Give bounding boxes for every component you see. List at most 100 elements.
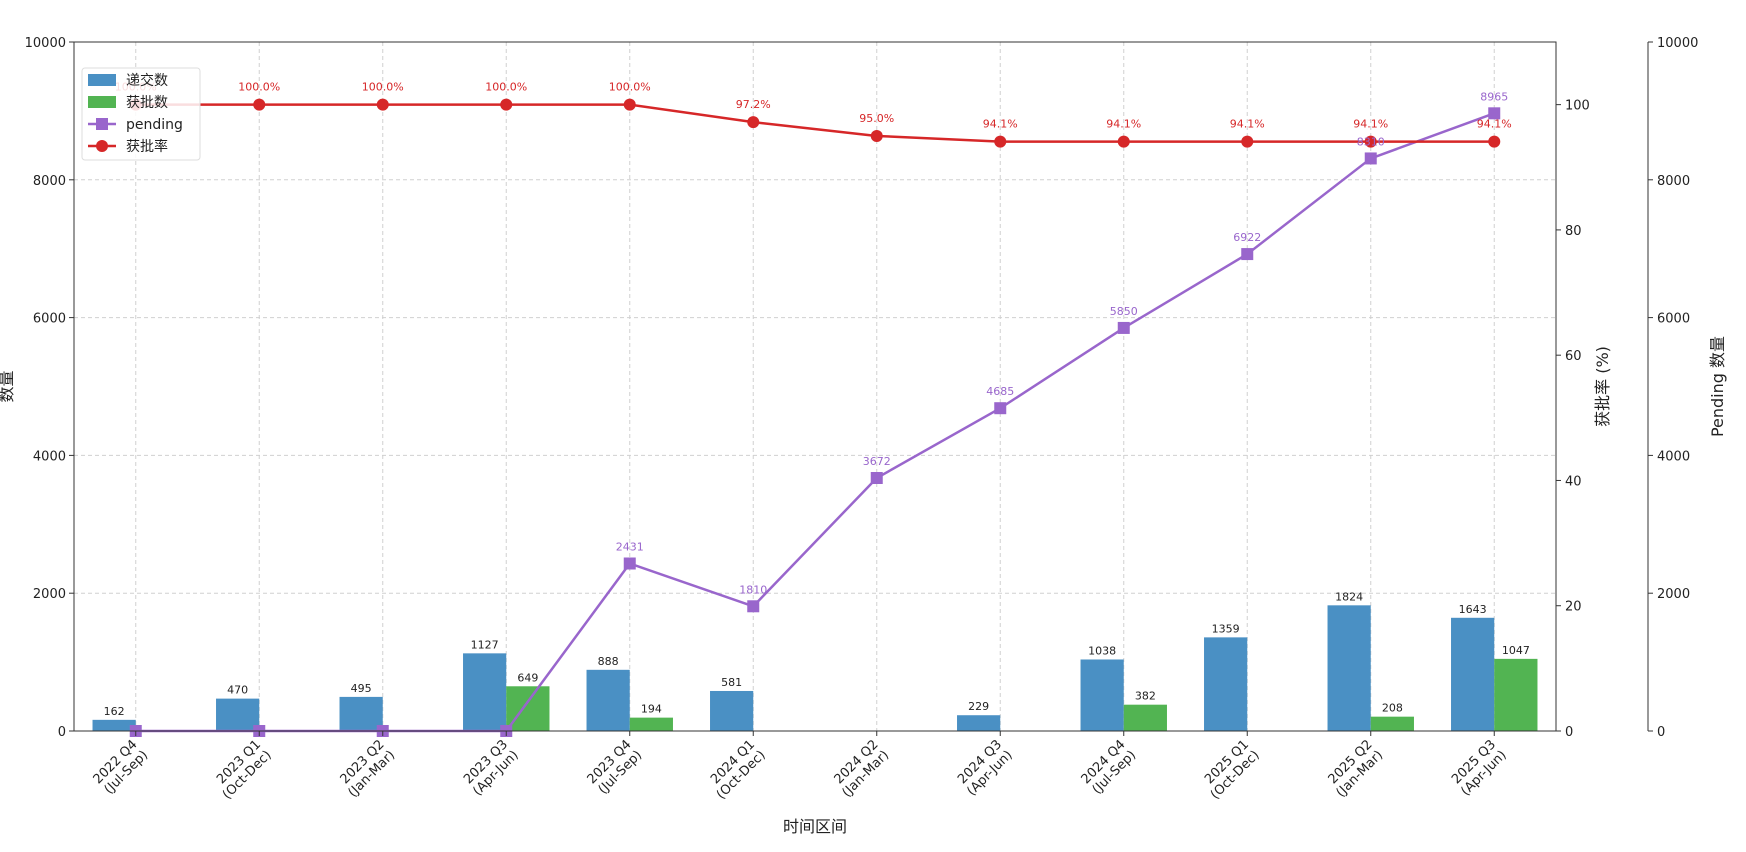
rate-marker [994, 135, 1007, 148]
bar-label-approved: 194 [641, 703, 662, 716]
bars [92, 605, 1538, 731]
pending-marker [1488, 107, 1501, 120]
grid [74, 41, 1556, 732]
plot-frame [73, 41, 1557, 732]
rate-marker [253, 98, 266, 111]
y-right2-tick-label: 10000 [1657, 36, 1698, 51]
y-right-tick-label: 80 [1565, 224, 1582, 239]
legend-swatch [88, 96, 116, 108]
legend-marker [96, 140, 108, 152]
rate-marker [1488, 135, 1501, 148]
rate-label: 94.1% [1230, 118, 1265, 131]
pending-marker [623, 557, 636, 570]
legend-label: 获批数 [126, 95, 168, 111]
y-right-tick-label: 0 [1565, 725, 1573, 740]
pending-label: 8965 [1480, 90, 1508, 103]
data-labels: 162 470 495 1127 649 888 194 581 229 1038 382 1359 1… [104, 81, 1530, 718]
rate-label: 100.0% [362, 81, 404, 94]
bar-label-submitted: 470 [227, 684, 248, 697]
pending-label: 8310 [1357, 135, 1385, 148]
bar-approved [1494, 658, 1538, 731]
x-tick-label: 2025 Q2(Jan-Mar) [1323, 737, 1386, 800]
bar-submitted [1204, 637, 1248, 731]
rate-marker [500, 98, 513, 111]
bar-label-submitted: 1359 [1212, 622, 1240, 635]
bar-label-submitted: 888 [598, 655, 619, 668]
y-right-tick-label: 40 [1565, 474, 1582, 489]
rate-label: 95.0% [859, 112, 894, 125]
y-tick-label: 6000 [33, 312, 66, 327]
y-tick-label: 4000 [33, 449, 66, 464]
x-tick-label: 2025 Q1(Oct-Dec) [1197, 737, 1262, 802]
rate-marker [376, 98, 389, 111]
rate-marker [747, 116, 760, 129]
y-right2-tick-label: 6000 [1657, 312, 1690, 327]
x-tick-label: 2022 Q4(Jul-Sep) [91, 737, 152, 798]
y-right-tick-label: 100 [1565, 99, 1590, 114]
bar-submitted [216, 698, 260, 731]
rate-label: 100.0% [238, 81, 280, 94]
pending-label: 2431 [616, 541, 644, 554]
pending-marker [1364, 152, 1377, 165]
bar-label-approved: 382 [1135, 690, 1156, 703]
legend-swatch [88, 74, 116, 86]
pending-marker [1117, 321, 1130, 334]
pending-label: 5850 [1110, 305, 1138, 318]
y-tick-label: 8000 [33, 174, 66, 189]
bar-submitted [1451, 617, 1495, 731]
rate-line [135, 103, 1495, 143]
y-tick-label: 2000 [33, 587, 66, 602]
bar-label-submitted: 1824 [1335, 590, 1363, 603]
rate-label: 94.1% [1477, 118, 1512, 131]
bar-submitted [1080, 659, 1124, 731]
bar-approved [1123, 704, 1167, 731]
bar-label-approved: 1047 [1502, 644, 1530, 657]
bar-label-submitted: 1038 [1088, 644, 1116, 657]
x-tick-label: 2023 Q4(Jul-Sep) [585, 737, 646, 798]
x-tick-label: 2024 Q3(Apr-Jun) [954, 737, 1016, 799]
y-tick-label: 0 [58, 725, 66, 740]
y-axis-label: 数量 [0, 370, 16, 402]
x-axis-label: 时间区间 [783, 817, 847, 836]
pending-label: 3672 [863, 455, 891, 468]
pending-marker [994, 402, 1007, 415]
pending-marker [747, 600, 760, 613]
pending-label: 6922 [1233, 231, 1261, 244]
bar-label-submitted: 1643 [1459, 603, 1487, 616]
rate-label: 100.0% [609, 81, 651, 94]
pending-label: 1810 [739, 583, 767, 596]
bar-label-approved: 208 [1382, 702, 1403, 715]
legend-marker [96, 118, 108, 130]
legend-label: 获批率 [126, 138, 168, 155]
rate-marker [1241, 135, 1254, 148]
y-right2-tick-label: 0 [1657, 725, 1665, 740]
pending-marker [1241, 248, 1254, 261]
bar-submitted [463, 653, 507, 731]
x-tick-label: 2023 Q2(Jan-Mar) [335, 737, 398, 800]
rate-marker [623, 98, 636, 111]
rate-label: 100.0% [485, 81, 527, 94]
legend-box [81, 67, 201, 161]
bar-label-submitted: 1127 [471, 638, 499, 651]
y-right2-tick-label: 8000 [1657, 174, 1690, 189]
y-right2-tick-label: 4000 [1657, 449, 1690, 464]
pending-line [135, 112, 1495, 733]
y-right2-tick-label: 2000 [1657, 587, 1690, 602]
bar-label-approved: 649 [517, 671, 538, 684]
bar-label-submitted: 229 [968, 700, 989, 713]
bar-approved [506, 686, 550, 731]
legend-label: pending [126, 117, 183, 133]
bar-submitted [710, 690, 754, 731]
pending-marker [870, 471, 883, 484]
bar-submitted [586, 669, 630, 731]
rate-label: 94.1% [983, 118, 1018, 131]
rate-label: 94.1% [1106, 118, 1141, 131]
legend-label: 递交数 [126, 72, 168, 89]
y-tick-label: 10000 [25, 36, 66, 51]
x-tick-label: 2023 Q3(Apr-Jun) [460, 737, 522, 799]
x-tick-label: 2025 Q3(Apr-Jun) [1448, 737, 1510, 799]
y-right-tick-label: 20 [1565, 600, 1582, 615]
y-right-axis-label: 获批率 (%) [1593, 346, 1612, 427]
